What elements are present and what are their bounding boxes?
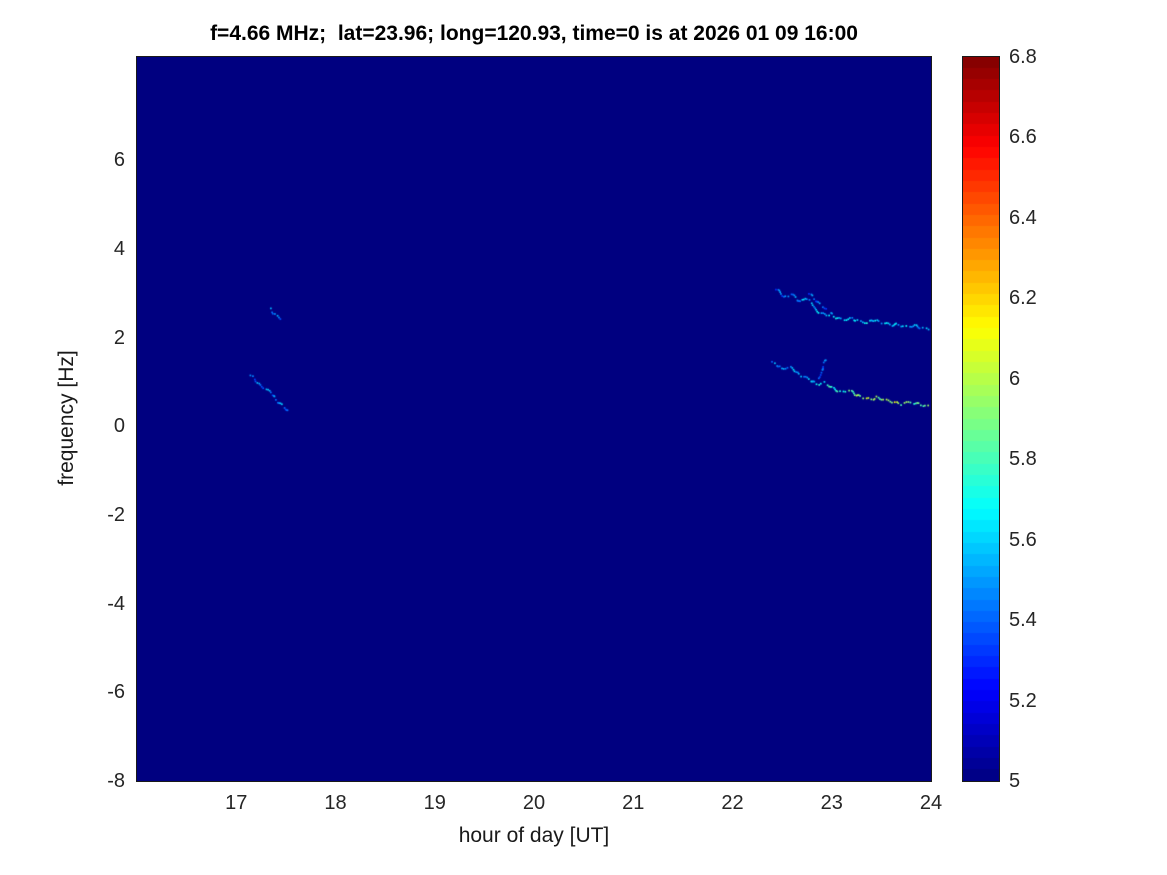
x-tick-label: 24 <box>919 792 943 814</box>
x-tick-label: 17 <box>225 792 248 814</box>
colorbar-tick-label: 5.8 <box>1009 448 1037 471</box>
colorbar-tick-label: 6.6 <box>1009 126 1037 149</box>
x-tick-label: 22 <box>721 792 744 814</box>
y-tick-label: 6 <box>113 149 125 172</box>
x-tick-label: 23 <box>820 792 843 814</box>
x-tick-label: 19 <box>423 792 446 814</box>
y-tick-label: -6 <box>107 681 125 704</box>
colorbar-tick-label: 6.8 <box>1009 46 1037 68</box>
y-tick-label: -4 <box>107 592 125 615</box>
y-tick-label: -2 <box>107 503 125 526</box>
y-tick-label: 4 <box>113 237 125 260</box>
colorbar-tick-label: 6.2 <box>1009 287 1037 310</box>
colorbar <box>962 56 1000 782</box>
colorbar-tick-label: 6 <box>1009 367 1021 390</box>
x-tick-label: 21 <box>622 792 645 814</box>
y-tick-label: 0 <box>113 415 125 438</box>
colorbar-tick-label: 5 <box>1009 770 1021 792</box>
y-tick-label: 2 <box>113 326 125 349</box>
colorbar-tick-label: 5.6 <box>1009 528 1037 551</box>
x-tick-label: 20 <box>522 792 546 814</box>
x-axis-label: hour of day [UT] <box>458 824 610 847</box>
colorbar-tick-label: 6.4 <box>1009 206 1037 229</box>
chart-title: f=4.66 MHz; lat=23.96; long=120.93, time… <box>210 22 858 45</box>
spectrogram-heatmap <box>136 56 932 782</box>
colorbar-tick-label: 5.4 <box>1009 609 1037 632</box>
y-tick-label: -8 <box>107 770 125 792</box>
colorbar-tick-label: 5.2 <box>1009 689 1037 712</box>
x-tick-label: 18 <box>324 792 347 814</box>
